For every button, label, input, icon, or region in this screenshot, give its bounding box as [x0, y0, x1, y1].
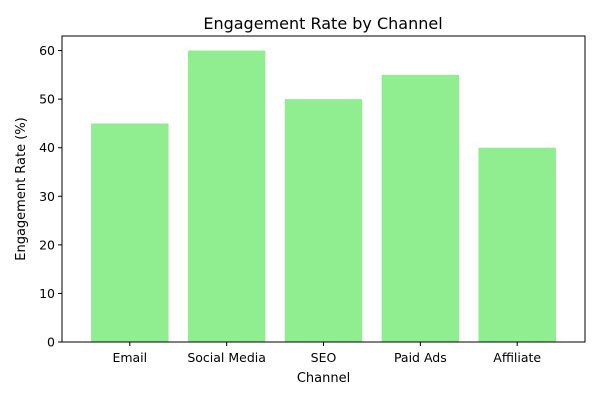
bars-group [91, 50, 556, 343]
x-tick-label: Affiliate [493, 350, 541, 365]
y-tick-label: 10 [39, 286, 55, 301]
x-tick-label: Email [112, 350, 147, 365]
chart-title: Engagement Rate by Channel [203, 14, 442, 33]
bar-seo [284, 99, 363, 343]
plot-frame [61, 35, 586, 343]
bar-affiliate [478, 147, 556, 342]
y-tick-label: 20 [39, 237, 55, 252]
x-tick-label: Paid Ads [394, 350, 447, 365]
y-tick-label: 30 [39, 189, 55, 204]
x-tick-label: SEO [311, 350, 337, 365]
y-tick-label: 0 [47, 335, 55, 350]
x-tick-label: Social Media [187, 350, 266, 365]
x-axis-ticks: Email Social Media SEO Paid Ads Affiliate [112, 342, 541, 365]
y-tick-label: 50 [39, 92, 55, 107]
y-axis-ticks: 0 10 20 30 40 50 60 [39, 43, 62, 350]
y-axis-label: Engagement Rate (%) [14, 117, 29, 261]
x-axis-label: Channel [297, 371, 350, 386]
bar-paid-ads [381, 74, 460, 342]
bar-email [91, 123, 169, 342]
y-tick-label: 60 [39, 43, 55, 58]
bar-social-media [187, 50, 266, 342]
y-tick-label: 40 [39, 140, 55, 155]
